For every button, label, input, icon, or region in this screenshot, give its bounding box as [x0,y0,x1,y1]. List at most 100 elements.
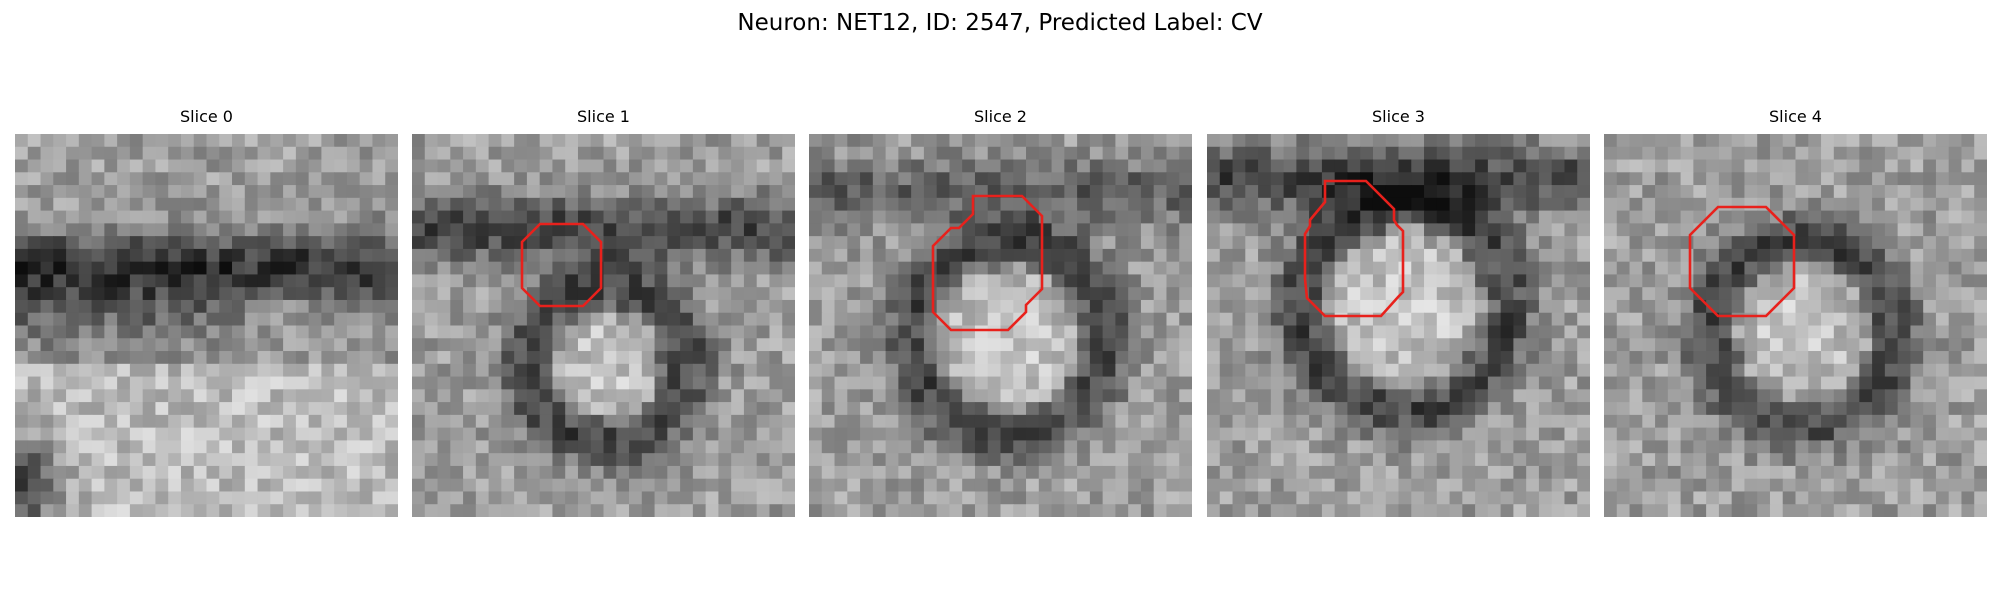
pixel [616,376,630,390]
pixel [1258,363,1272,378]
pixel [206,491,220,505]
pixel [257,248,271,263]
pixel [782,414,795,429]
pixel [1616,389,1631,403]
pixel [1910,146,1924,161]
pixel [1334,427,1349,441]
pixel [731,453,745,467]
pixel [847,402,861,416]
pixel [514,223,528,237]
pixel [809,402,823,416]
pixel [1258,299,1272,314]
pixel [1360,299,1374,314]
pixel [334,325,348,339]
pixel [1680,338,1694,352]
pixel [885,478,899,493]
pixel [692,299,707,314]
pixel [424,491,439,505]
pixel [1026,376,1040,390]
pixel [372,478,386,493]
pixel [1833,185,1848,199]
pixel [359,465,374,480]
pixel [1309,146,1323,161]
pixel [1334,440,1349,454]
pixel [565,363,579,378]
pixel [1360,351,1374,365]
pixel [372,351,386,365]
pixel [1179,248,1192,263]
pixel [1872,197,1886,212]
pixel [424,504,439,517]
pixel [1744,453,1758,467]
pixel [1884,325,1899,339]
pixel [244,172,259,186]
pixel [142,223,157,237]
pixel [295,402,310,416]
pixel [1897,287,1911,301]
pixel [15,376,29,390]
pixel [501,287,515,301]
pixel [1000,465,1014,480]
pixel [705,363,719,378]
pixel [1449,197,1463,212]
pixel [743,389,758,403]
pixel [257,414,271,429]
pixel [1526,299,1540,314]
pixel [911,351,925,365]
pixel [1500,453,1514,467]
pixel [1718,197,1733,212]
pixel [654,223,668,237]
pixel [346,504,361,517]
pixel [1935,146,1950,161]
pixel [488,491,502,505]
pixel [1846,236,1860,250]
pixel [1321,338,1336,352]
pixel [962,312,976,327]
pixel [565,465,579,480]
pixel [809,389,823,403]
pixel [629,363,643,378]
pixel [168,146,182,161]
pixel [1577,325,1590,339]
pixel [705,389,719,403]
pixel [283,185,297,199]
pixel [1296,261,1310,276]
pixel [1923,236,1937,250]
pixel [860,440,874,454]
pixel [1283,453,1297,467]
pixel [603,440,617,454]
pixel [769,351,783,365]
pixel [1577,312,1590,327]
pixel [756,223,771,237]
pixel [743,325,758,339]
pixel [295,465,310,480]
pixel [450,185,464,199]
pixel [1347,210,1361,224]
pixel [488,478,502,493]
pixel [1680,351,1694,365]
pixel [1948,465,1963,480]
pixel [1245,427,1259,441]
pixel [91,414,105,429]
pixel [1538,312,1553,327]
pixel [1436,172,1451,186]
pixel [769,223,783,237]
pixel [680,159,694,173]
pixel [923,478,938,493]
pixel [769,402,783,416]
pixel [450,504,464,517]
pixel [1948,134,1963,148]
pixel [629,134,643,148]
pixel [974,427,989,441]
pixel [718,159,732,173]
pixel [1462,478,1476,493]
pixel [1270,248,1285,263]
pixel [1064,146,1078,161]
pixel [463,185,477,199]
pixel [552,261,566,276]
pixel [15,478,29,493]
pixel [705,504,719,517]
pixel [577,389,592,403]
pixel [1655,363,1669,378]
pixel [1026,427,1040,441]
